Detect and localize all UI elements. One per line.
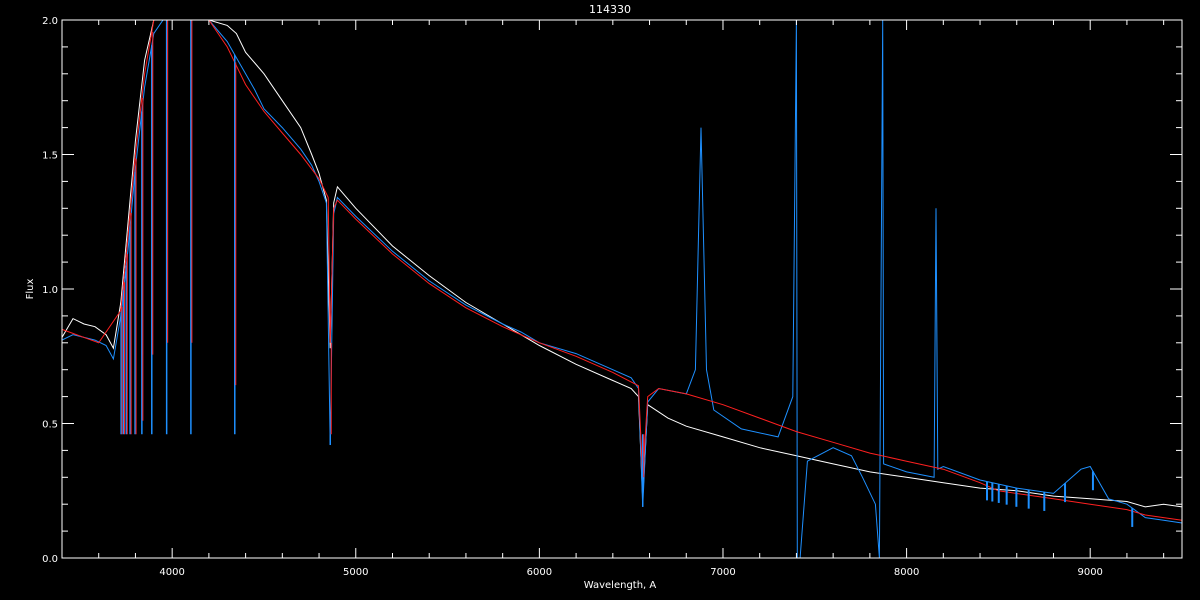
series-line-0 <box>61 19 1183 508</box>
chart-title: 114330 <box>589 3 631 16</box>
y-tick-label: 2.0 <box>42 16 58 27</box>
x-tick-label: 9000 <box>1077 567 1102 578</box>
x-tick-label: 8000 <box>894 567 919 578</box>
plot-area <box>61 19 1183 559</box>
x-axis-title: Wavelength, A <box>584 580 657 591</box>
y-tick-label: 0.0 <box>42 554 58 565</box>
x-tick-label: 7000 <box>710 567 735 578</box>
x-axis: 4000 5000 6000 7000 8000 9000 <box>61 20 1165 578</box>
series-line-2 <box>61 19 1183 521</box>
y-tick-label: 1.5 <box>42 151 58 162</box>
x-tick-label: 6000 <box>527 567 552 578</box>
y-tick-label: 0.5 <box>42 420 58 431</box>
y-axis: 0.0 0.5 1.0 1.5 2.0 <box>42 16 1182 565</box>
y-axis-title: Flux <box>25 279 36 300</box>
x-tick-label: 4000 <box>159 567 184 578</box>
y-tick-label: 1.0 <box>42 285 58 296</box>
x-tick-label: 5000 <box>343 567 368 578</box>
